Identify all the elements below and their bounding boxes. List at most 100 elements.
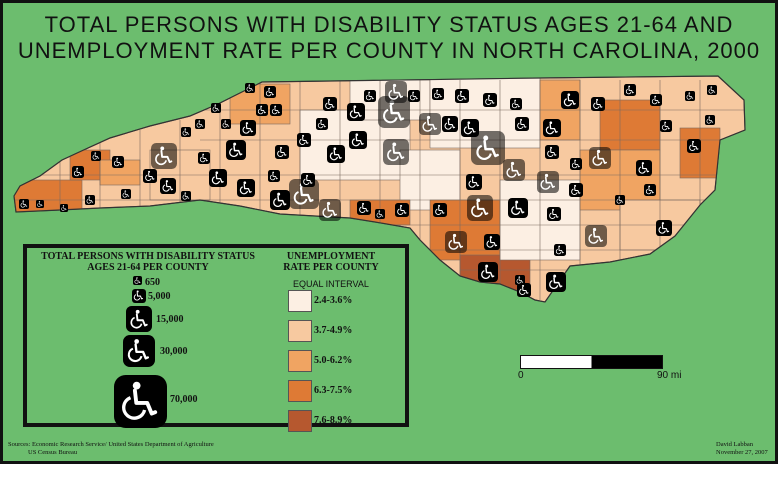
county-disability-symbol (615, 195, 625, 205)
county-disability-symbol (585, 225, 607, 247)
county-disability-symbol (301, 173, 315, 187)
county-disability-symbol (543, 119, 561, 137)
county-disability-symbol (375, 209, 385, 219)
county-disability-symbol (455, 89, 469, 103)
wheelchair-icon (123, 335, 155, 367)
county-disability-symbol (545, 145, 559, 159)
wheelchair-icon (126, 306, 152, 332)
county-disability-symbol (316, 118, 328, 130)
county-disability-symbol (478, 262, 498, 282)
county-disability-symbol (432, 88, 444, 100)
county-disability-symbol (636, 160, 652, 176)
county-disability-symbol (442, 116, 458, 132)
county-disability-symbol (275, 145, 289, 159)
county-disability-symbol (221, 119, 231, 129)
county-disability-symbol (264, 86, 276, 98)
county-disability-symbol (195, 119, 205, 129)
map-title-line2: UNEMPLOYMENT RATE PER COUNTY IN NORTH CA… (17, 38, 761, 63)
rate-class-swatch (288, 380, 312, 402)
county-disability-symbol (705, 115, 715, 125)
county-disability-symbol (143, 169, 157, 183)
county-disability-symbol (237, 179, 255, 197)
county-disability-symbol (466, 174, 482, 190)
symbol-legend-value: 5,000 (148, 291, 171, 302)
legend-box (23, 244, 409, 427)
sources-text: Sources: Economic Research Service/ Unit… (8, 441, 214, 448)
county-disability-symbol (85, 195, 95, 205)
county-disability-symbol (364, 90, 376, 102)
county-disability-symbol (347, 103, 365, 121)
author-text: David Labban (716, 441, 754, 448)
symbol-legend-value: 650 (145, 277, 160, 288)
county-disability-symbol (91, 151, 101, 161)
county-disability-symbol (624, 84, 636, 96)
scale-bar (520, 355, 663, 369)
county-disability-symbol (240, 120, 256, 136)
county-disability-symbol (547, 207, 561, 221)
county-disability-symbol (256, 104, 268, 116)
sources-text-2: US Census Bureau (28, 449, 78, 456)
scale-start-label: 0 (518, 370, 524, 381)
county-disability-symbol (60, 204, 68, 212)
rate-class-label: 3.7-4.9% (314, 325, 353, 336)
county-disability-symbol (112, 156, 124, 168)
county-disability-symbol (211, 103, 221, 113)
symbol-legend-value: 15,000 (156, 314, 184, 325)
county-disability-symbol (349, 131, 367, 149)
rate-class-swatch (288, 320, 312, 342)
county-disability-symbol (660, 120, 672, 132)
county-disability-symbol (268, 170, 280, 182)
symbol-legend-value: 30,000 (160, 346, 188, 357)
rate-class-label: 2.4-3.6% (314, 295, 353, 306)
rate-class-swatch (288, 410, 312, 432)
county-disability-symbol (517, 283, 531, 297)
county-disability-symbol (270, 104, 282, 116)
county-disability-symbol (181, 127, 191, 137)
rate-legend-title: UNEMPLOYMENT RATE PER COUNTY (283, 251, 379, 273)
county-disability-symbol (181, 191, 191, 201)
county-disability-symbol (537, 171, 559, 193)
county-disability-symbol (554, 244, 566, 256)
map-title-line1: TOTAL PERSONS WITH DISABILITY STATUS AGE… (44, 12, 734, 37)
county-disability-symbol (327, 145, 345, 163)
county-disability-symbol (121, 189, 131, 199)
county-disability-symbol (515, 117, 529, 131)
county-disability-symbol (226, 140, 246, 160)
county-disability-symbol (515, 275, 525, 285)
county-disability-symbol (570, 158, 582, 170)
county-disability-symbol (19, 199, 29, 209)
county-disability-symbol (650, 94, 662, 106)
county-disability-symbol (589, 147, 611, 169)
rate-class-swatch (288, 290, 312, 312)
symbol-legend-title: TOTAL PERSONS WITH DISABILITY STATUS AGE… (41, 251, 255, 273)
rate-class-label: 6.3-7.5% (314, 385, 353, 396)
county-disability-symbol (198, 152, 210, 164)
county-disability-symbol (72, 166, 84, 178)
county-disability-symbol (471, 131, 505, 165)
county-disability-symbol (433, 203, 447, 217)
county-disability-symbol (707, 85, 717, 95)
county-disability-symbol (395, 203, 409, 217)
scale-end-label: 90 mi (657, 370, 682, 381)
county-disability-symbol (160, 178, 176, 194)
county-disability-symbol (483, 93, 497, 107)
wheelchair-icon (114, 375, 167, 428)
county-disability-symbol (319, 199, 341, 221)
rate-class-label: 7.6-8.9% (314, 415, 353, 426)
county-disability-symbol (685, 91, 695, 101)
county-disability-symbol (36, 200, 44, 208)
county-disability-symbol (383, 139, 409, 165)
county-region (599, 99, 661, 151)
county-disability-symbol (546, 272, 566, 292)
county-disability-symbol (408, 90, 420, 102)
rate-legend-subtitle: EQUAL INTERVAL (293, 279, 369, 289)
date-text: November 27, 2007 (716, 449, 768, 456)
county-disability-symbol (270, 190, 290, 210)
county-disability-symbol (591, 97, 605, 111)
county-disability-symbol (561, 91, 579, 109)
county-disability-symbol (385, 81, 407, 103)
county-disability-symbol (687, 139, 701, 153)
rate-class-label: 5.0-6.2% (314, 355, 353, 366)
county-disability-symbol (209, 169, 227, 187)
wheelchair-icon (132, 289, 146, 303)
